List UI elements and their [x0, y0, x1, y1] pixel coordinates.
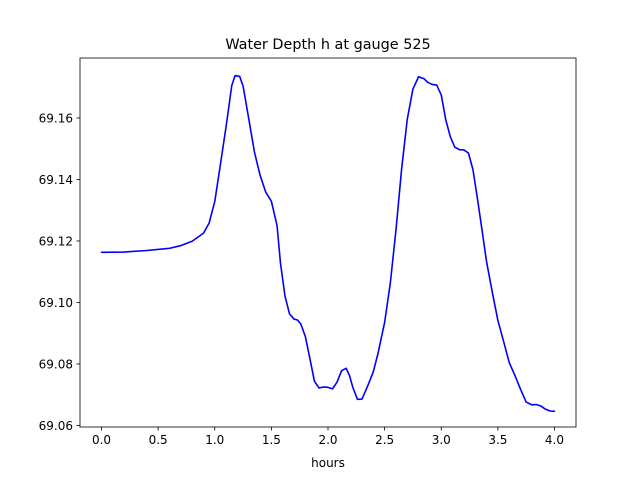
- y-tick-label: 69.16: [39, 111, 73, 125]
- x-tick-label: 3.0: [432, 433, 451, 447]
- x-tick-label: 0.0: [92, 433, 111, 447]
- x-tick-label: 2.0: [318, 433, 337, 447]
- plot-frame: [79, 57, 577, 428]
- x-tick-label: 2.5: [375, 433, 394, 447]
- x-tick-label: 1.5: [262, 433, 281, 447]
- plot-area: [79, 57, 577, 428]
- x-axis-label: hours: [311, 456, 345, 470]
- chart-title: Water Depth h at gauge 525: [225, 37, 430, 53]
- x-tick-label: 1.0: [205, 433, 224, 447]
- y-tick-label: 69.14: [39, 173, 73, 187]
- series-line: [100, 74, 556, 413]
- y-tick-label: 69.10: [39, 296, 73, 310]
- x-tick-label: 4.0: [545, 433, 564, 447]
- y-axis-ticks: 69.06 69.08 69.10 69.12 69.14 69.16: [39, 111, 80, 433]
- y-tick-label: 69.08: [39, 357, 73, 371]
- x-axis-ticks: 0.0 0.5 1.0 1.5 2.0 2.5 3.0 3.5 4.0: [92, 427, 564, 447]
- x-tick-label: 3.5: [488, 433, 507, 447]
- x-tick-label: 0.5: [149, 433, 168, 447]
- y-tick-label: 69.12: [39, 234, 73, 248]
- y-tick-label: 69.06: [39, 419, 73, 433]
